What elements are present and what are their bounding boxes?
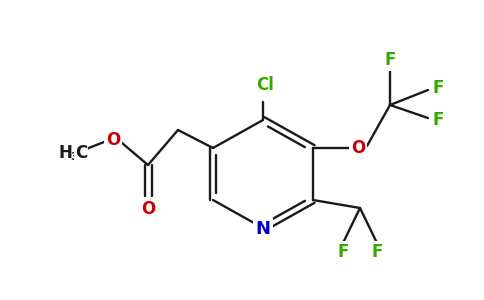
Text: H: H [58,144,72,162]
Text: Cl: Cl [256,76,274,94]
Text: F: F [337,243,348,261]
Text: C: C [75,144,87,162]
Text: F: F [384,51,396,69]
Text: 3: 3 [70,152,78,162]
Text: F: F [371,243,383,261]
Text: N: N [256,220,271,238]
Text: O: O [351,139,365,157]
Text: F: F [432,111,444,129]
Text: O: O [106,131,120,149]
Text: O: O [141,200,155,218]
Text: F: F [432,79,444,97]
